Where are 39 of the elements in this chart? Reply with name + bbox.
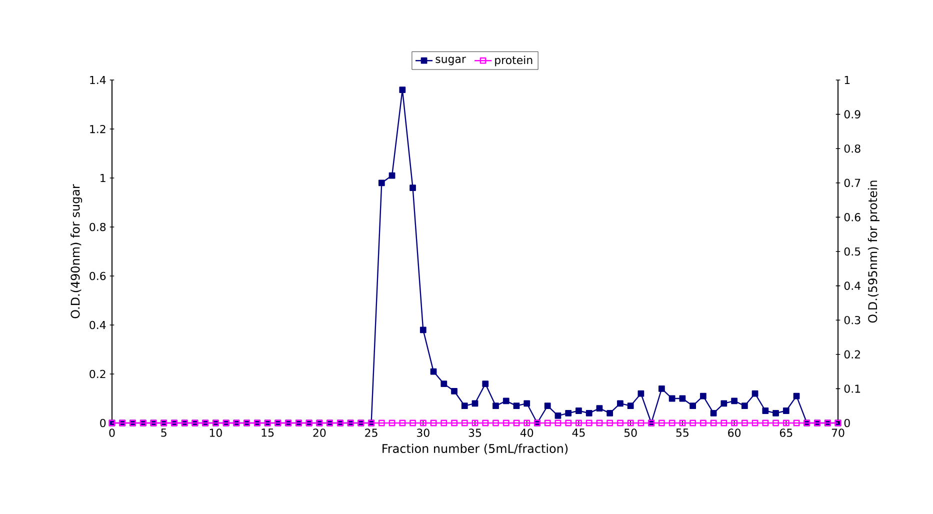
x-tick-label: 0	[109, 428, 115, 437]
y2-tick-label: 0.5	[844, 247, 860, 256]
y-tick-label: 0.6	[90, 272, 106, 280]
y2-tick-label: 0.4	[844, 282, 860, 290]
x-tick-label: 50	[624, 428, 637, 437]
y-tick-label: 1.2	[90, 124, 106, 134]
y2-tick-label: 1	[844, 76, 850, 84]
x-tick-label: 25	[365, 428, 378, 437]
x-tick-label: 55	[676, 428, 688, 437]
y2-tick-label: 0.3	[844, 316, 860, 324]
x-tick-label: 35	[468, 428, 482, 437]
x-tick-label: 70	[832, 428, 844, 437]
x-tick-label: 10	[210, 428, 222, 437]
y2-tick-label: 0.6	[844, 213, 860, 222]
y-tick-label: 0.4	[90, 320, 106, 330]
y-tick-label: 0.8	[90, 222, 106, 232]
y2-tick-label: 0.2	[844, 350, 860, 359]
y2-tick-label: 0.8	[844, 144, 860, 153]
y2-tick-label: 0.7	[844, 178, 860, 188]
legend-label: sugar	[436, 56, 466, 66]
x-tick-label: 5	[161, 428, 166, 437]
x-tick-label: 65	[780, 428, 792, 437]
legend-label: protein	[495, 56, 532, 66]
y2-tick-label: 0.9	[844, 110, 860, 118]
y-axis-title: O.D.(490nm) for sugar	[70, 184, 82, 318]
y2-axis-title: O.D.(595nm) for protein	[868, 180, 880, 323]
x-tick-label: 15	[262, 428, 274, 437]
y-tick-label: 0	[100, 418, 106, 428]
y2-tick-label: 0	[844, 418, 850, 428]
y-tick-label: 1.4	[90, 76, 106, 84]
y-tick-label: 1	[100, 174, 106, 182]
x-tick-label: 45	[572, 428, 585, 437]
x-axis-title: Fraction number (5mL/fraction)	[382, 444, 568, 454]
y-tick-label: 0.2	[90, 370, 106, 378]
x-tick-label: 60	[728, 428, 741, 437]
x-tick-label: 30	[417, 428, 430, 437]
x-tick-label: 20	[313, 428, 326, 437]
x-tick-label: 40	[520, 428, 534, 437]
y2-tick-label: 0.1	[844, 384, 860, 393]
